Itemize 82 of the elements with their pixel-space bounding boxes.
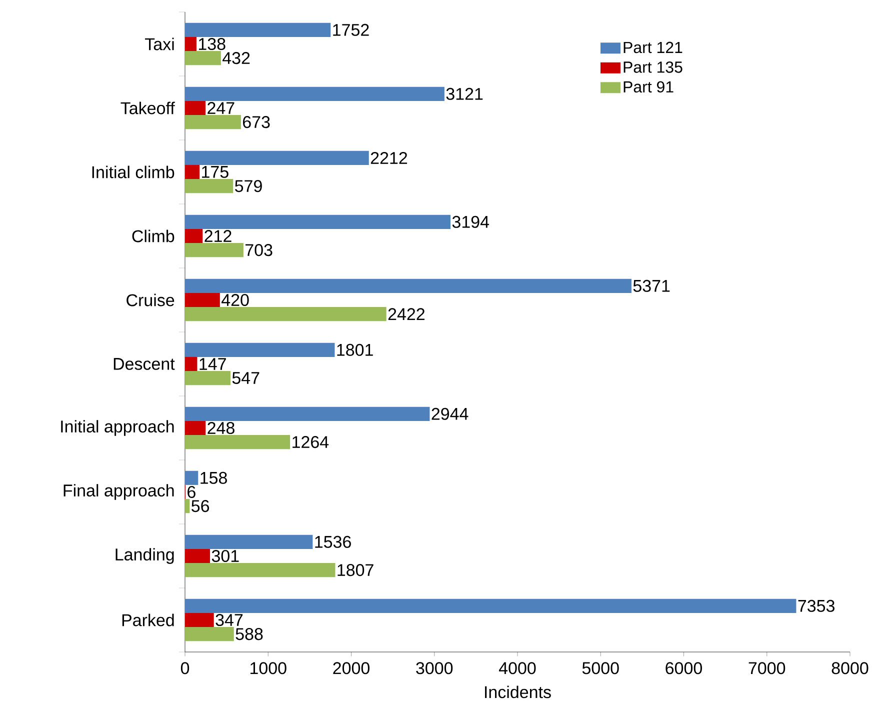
y-tick-label: Initial approach [61, 420, 174, 436]
y-tick-label: Takeoff [120, 102, 175, 114]
bar [185, 307, 386, 322]
y-tick-label: Climb [132, 230, 174, 242]
x-axis-title: Incidents [485, 686, 551, 698]
bar [185, 627, 234, 642]
bar [185, 598, 796, 613]
bar [185, 243, 244, 258]
data-label: 703 [246, 244, 272, 256]
data-label: 175 [202, 166, 228, 178]
data-label: 547 [232, 372, 260, 384]
x-tick-label: 0 [180, 662, 190, 674]
y-tick-label: Final approach [64, 484, 174, 500]
data-label: 248 [208, 422, 234, 434]
data-label: 1536 [315, 536, 351, 548]
x-tick-label: 8000 [832, 662, 868, 674]
data-label: 673 [243, 116, 270, 128]
bar [185, 51, 221, 66]
bar [185, 214, 450, 229]
y-tick-label: Initial climb [92, 166, 174, 178]
bar [185, 406, 430, 421]
bar [185, 150, 369, 165]
data-label: 3121 [446, 88, 483, 100]
data-label: 2212 [370, 152, 408, 164]
data-label: 2944 [432, 408, 468, 420]
data-label: 347 [216, 614, 243, 626]
data-label: 1801 [337, 344, 373, 356]
x-tick-label: 6000 [666, 662, 702, 674]
bar [185, 534, 313, 549]
x-tick-label: 2000 [333, 662, 370, 674]
data-label: 588 [236, 628, 263, 640]
legend-label: Part 121 [624, 42, 682, 54]
bar [185, 36, 196, 52]
bar [185, 612, 214, 628]
bar [185, 86, 444, 101]
bar [185, 563, 336, 578]
data-label: 2422 [388, 308, 424, 320]
bar [185, 470, 198, 485]
bar [185, 342, 335, 357]
data-label: 138 [198, 38, 226, 50]
bar [185, 548, 210, 564]
bar [185, 179, 234, 194]
x-tick-label: 3000 [416, 662, 453, 674]
y-tick-label: Cruise [126, 294, 174, 306]
bar [185, 499, 190, 514]
bar [185, 435, 290, 450]
x-tick-label: 7000 [748, 662, 786, 674]
bar [185, 371, 230, 386]
data-label: 1807 [338, 564, 374, 576]
data-label: 1264 [292, 436, 329, 448]
bar [185, 356, 198, 372]
x-tick-label: 1000 [250, 662, 286, 674]
bar [185, 115, 241, 130]
data-label: 301 [212, 550, 239, 562]
y-tick-label: Descent [114, 358, 175, 370]
x-tick-label: 4000 [498, 662, 536, 674]
bar [185, 278, 632, 293]
data-label: 3194 [452, 216, 490, 228]
data-label: 420 [222, 294, 249, 306]
data-label: 158 [200, 472, 227, 484]
data-label: 6 [188, 486, 196, 498]
bar [185, 22, 331, 37]
legend-label: Part 91 [624, 81, 674, 93]
legend-label: Part 135 [624, 62, 682, 73]
data-label: 579 [235, 180, 262, 192]
bar [185, 292, 220, 308]
data-label: 7353 [798, 600, 834, 612]
y-tick-label: Taxi [145, 38, 174, 50]
y-tick-label: Landing [116, 548, 174, 564]
data-label: 5371 [633, 280, 670, 292]
x-tick-label: 5000 [582, 662, 619, 674]
bar [185, 100, 206, 116]
data-label: 1752 [333, 24, 369, 36]
bar [185, 420, 206, 436]
data-label: 212 [204, 230, 232, 242]
data-label: 147 [200, 358, 226, 370]
data-label: 247 [208, 102, 234, 114]
bar [185, 164, 200, 180]
data-label: 432 [222, 52, 250, 64]
data-label: 56 [192, 500, 210, 512]
bar [185, 228, 203, 244]
y-tick-label: Parked [122, 614, 174, 626]
